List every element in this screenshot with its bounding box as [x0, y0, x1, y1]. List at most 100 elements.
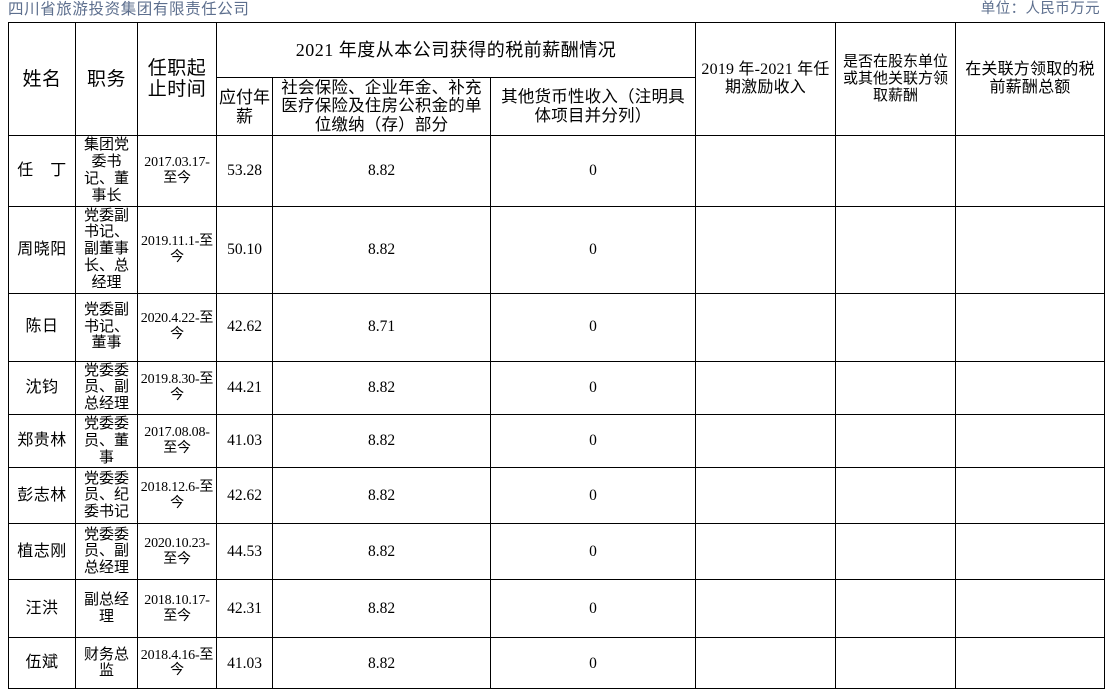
cell-term: 2020.10.23-至今 [137, 523, 217, 581]
cell-payable-salary: 44.53 [216, 523, 273, 581]
cell-incentive-income [695, 467, 836, 525]
cell-incentive-income [695, 205, 836, 294]
cell-social-insurance: 8.82 [272, 467, 491, 525]
cell-shareholder-pay [835, 523, 956, 581]
table-body: 任 丁集团党委书记、董事长 2017.03.17-至今 53.28 8.82 0 周晓阳党… [8, 135, 1105, 690]
unit-label: 单位：人民币万元 [980, 1, 1100, 17]
header-other-monetary: 其他货币性收入（注明具体项目并分列） [490, 76, 696, 137]
cell-social-insurance: 8.82 [272, 523, 491, 581]
cell-other-monetary: 0 [490, 360, 696, 415]
cell-position: 党委副书记、董事 [75, 292, 138, 362]
cell-payable-salary: 42.62 [216, 467, 273, 525]
cell-shareholder-pay [835, 579, 956, 639]
cell-term: 2018.10.17-至今 [137, 579, 217, 639]
cell-name: 汪洪 [8, 579, 76, 639]
cell-name: 植志刚 [8, 523, 76, 581]
header-row-sub: 应付年薪 社会保险、企业年金、补充医疗保险及住房公积金的单位缴纳（存）部分 其他… [9, 76, 1105, 137]
cell-incentive-income [695, 637, 836, 690]
table-row: 郑贵林 党委委员、董事 2017.08.08-至今 41.03 8.82 0 [8, 413, 1105, 469]
cell-incentive-income [695, 413, 836, 469]
cell-name: 陈日 [8, 292, 76, 362]
cell-related-party-total [955, 467, 1105, 525]
header-group-2021-compensation: 2021 年度从本公司获得的税前薪酬情况 [216, 22, 696, 78]
cell-position: 党委委员、副总经理 [75, 360, 138, 415]
cell-related-party-total [955, 637, 1105, 690]
table-row: 伍斌 财务总监 2018.4.16-至今 41.03 8.82 0 [8, 637, 1105, 690]
header-related-party-total: 在关联方领取的税前薪酬总额 [955, 21, 1105, 137]
header-term: 任职起止时间 [137, 21, 217, 137]
header-incentive-income: 2019 年-2021 年任期激励收入 [695, 21, 836, 137]
cell-social-insurance: 8.82 [272, 205, 491, 294]
cell-other-monetary: 0 [490, 637, 696, 690]
header-name: 姓名 [8, 21, 76, 137]
table-row: 彭志林 党委委员、纪委书记 2018.12.6-至今 42.62 8.82 0 [8, 467, 1105, 525]
cell-name: 沈钧 [8, 360, 76, 415]
cell-related-party-total [955, 523, 1105, 581]
cell-related-party-total [955, 292, 1105, 362]
cell-name: 彭志林 [8, 467, 76, 525]
cell-shareholder-pay [835, 205, 956, 294]
cell-social-insurance: 8.82 [272, 135, 491, 207]
cell-term: 2019.8.30-至今 [137, 360, 217, 415]
cell-related-party-total [955, 360, 1105, 415]
cell-payable-salary: 42.31 [216, 579, 273, 639]
table-row: 汪洪 副总经理 2018.10.17-至今 42.31 8.82 0 [8, 579, 1105, 639]
cell-related-party-total [955, 413, 1105, 469]
cell-other-monetary: 0 [490, 205, 696, 294]
cell-term: 2018.12.6-至今 [137, 467, 217, 525]
header-shareholder-pay: 是否在股东单位或其他关联方领取薪酬 [835, 21, 956, 137]
table-row: 任 丁集团党委书记、董事长 2017.03.17-至今 53.28 8.82 0 [8, 135, 1105, 207]
table-row: 沈钧 党委委员、副总经理 2019.8.30-至今 44.21 8.82 0 [8, 360, 1105, 415]
cell-shareholder-pay [835, 292, 956, 362]
cell-social-insurance: 8.82 [272, 360, 491, 415]
cell-payable-salary: 44.21 [216, 360, 273, 415]
cell-other-monetary: 0 [490, 579, 696, 639]
cell-position: 集团党委书记、董事长 [75, 135, 138, 207]
header-payable-salary: 应付年薪 [216, 76, 273, 137]
cell-shareholder-pay [835, 467, 956, 525]
cell-payable-salary: 41.03 [216, 413, 273, 469]
cell-shareholder-pay [835, 135, 956, 207]
cell-position: 党委委员、董事 [75, 413, 138, 469]
cell-social-insurance: 8.82 [272, 637, 491, 690]
cell-position: 党委副书记、副董事长、总经理 [75, 205, 138, 294]
header-social-insurance: 社会保险、企业年金、补充医疗保险及住房公积金的单位缴纳（存）部分 [272, 76, 491, 137]
cell-social-insurance: 8.71 [272, 292, 491, 362]
cell-term: 2017.08.08-至今 [137, 413, 217, 469]
cell-position: 财务总监 [75, 637, 138, 690]
table-row: 周晓阳 党委副书记、副董事长、总经理 2019.11.1-至今 50.10 8.82 0 [8, 205, 1105, 294]
cell-term: 2019.11.1-至今 [137, 205, 217, 294]
cell-other-monetary: 0 [490, 135, 696, 207]
cell-name: 郑贵林 [8, 413, 76, 469]
cell-incentive-income [695, 579, 836, 639]
header-row-top: 姓名 职务 任职起止时间 2021 年度从本公司获得的税前薪酬情况 2019 年… [8, 21, 1105, 137]
cell-position: 党委委员、副总经理 [75, 523, 138, 581]
table-row: 陈日 党委副书记、董事 2020.4.22-至今 42.62 8.71 0 [8, 292, 1105, 362]
cell-other-monetary: 0 [490, 413, 696, 469]
cell-incentive-income [695, 135, 836, 207]
cell-shareholder-pay [835, 360, 956, 415]
cell-other-monetary: 0 [490, 467, 696, 525]
cell-term: 2018.4.16-至今 [137, 637, 217, 690]
cell-payable-salary: 42.62 [216, 292, 273, 362]
cell-incentive-income [695, 523, 836, 581]
cell-shareholder-pay [835, 413, 956, 469]
cell-position: 副总经理 [75, 579, 138, 639]
cell-social-insurance: 8.82 [272, 579, 491, 639]
cell-other-monetary: 0 [490, 292, 696, 362]
cell-payable-salary: 53.28 [216, 135, 273, 207]
cell-related-party-total [955, 205, 1105, 294]
cell-other-monetary: 0 [490, 523, 696, 581]
cell-name: 周晓阳 [8, 205, 76, 294]
caption-bar: 四川省旅游投资集团有限责任公司 单位：人民币万元 [0, 0, 1110, 22]
cell-incentive-income [695, 292, 836, 362]
cell-related-party-total [955, 135, 1105, 207]
table-container: 姓名 职务 任职起止时间 2021 年度从本公司获得的税前薪酬情况 2019 年… [0, 21, 1110, 690]
cell-incentive-income [695, 360, 836, 415]
cell-payable-salary: 41.03 [216, 637, 273, 690]
executive-compensation-table: 姓名 职务 任职起止时间 2021 年度从本公司获得的税前薪酬情况 2019 年… [8, 21, 1105, 690]
table-row: 植志刚 党委委员、副总经理 2020.10.23-至今 44.53 8.82 0 [8, 523, 1105, 581]
table-header: 姓名 职务 任职起止时间 2021 年度从本公司获得的税前薪酬情况 2019 年… [8, 21, 1105, 137]
company-title: 四川省旅游投资集团有限责任公司 [8, 1, 250, 18]
